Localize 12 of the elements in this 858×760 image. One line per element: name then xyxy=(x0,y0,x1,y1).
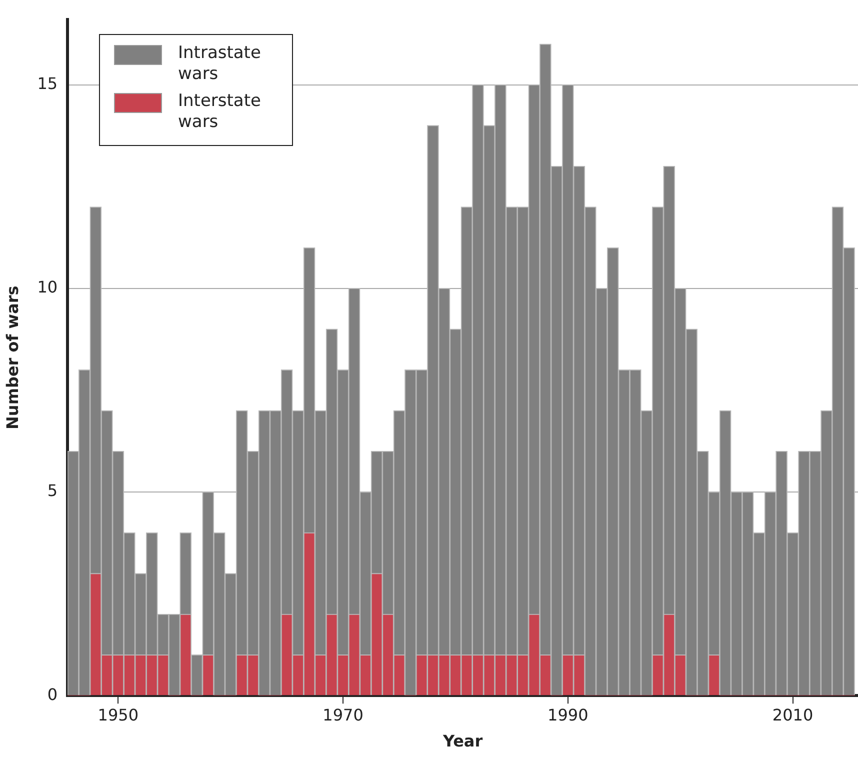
x-axis-title: Year xyxy=(442,732,483,751)
x-tick-label: 2010 xyxy=(772,705,814,724)
y-tick-label: 0 xyxy=(47,684,58,704)
y-tick-label: 15 xyxy=(37,74,58,93)
legend-label: Intrastate wars xyxy=(178,43,262,85)
x-tick-label: 1950 xyxy=(98,705,139,724)
legend-label: Interstate wars xyxy=(178,91,262,133)
x-tick-label: 1990 xyxy=(548,705,588,724)
y-tick-label: 10 xyxy=(37,278,58,297)
y-axis-title: Number of wars xyxy=(2,286,22,430)
y-tick-label: 5 xyxy=(47,481,58,500)
x-tick-label: 1970 xyxy=(322,705,364,724)
